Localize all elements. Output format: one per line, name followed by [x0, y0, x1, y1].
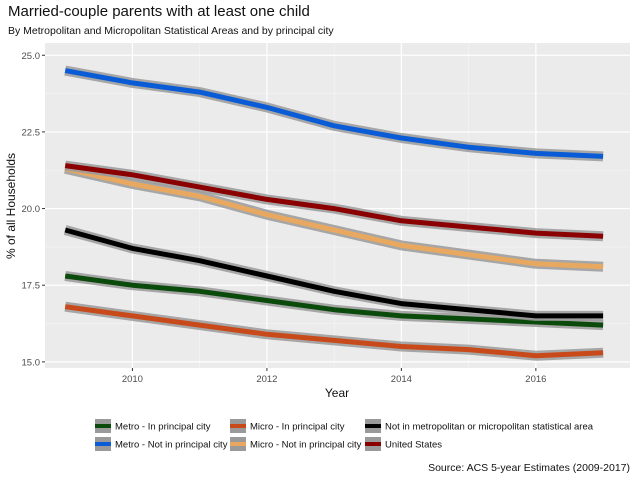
x-axis-ticks: 2010 2012 2014 2016 [122, 368, 546, 385]
source-caption: Source: ACS 5-year Estimates (2009-2017) [428, 462, 630, 474]
legend-item-4: Not in metropolitan or micropolitan stat… [365, 419, 594, 433]
y-tick-label: 25.0 [22, 51, 41, 62]
legend-label: Metro - In principal city [115, 422, 211, 433]
series-lines [63, 65, 604, 361]
y-tick-label: 22.5 [22, 127, 41, 138]
series-line-4 [64, 227, 604, 319]
legend-label: Metro - Not in principal city [115, 440, 228, 451]
x-tick-label: 2010 [122, 374, 143, 385]
series-line-2 [64, 304, 604, 359]
y-tick-label: 17.5 [22, 281, 41, 292]
y-tick-label: 20.0 [22, 204, 41, 215]
series-line-1 [64, 68, 604, 159]
legend-label: Micro - Not in principal city [250, 440, 362, 451]
series-line-5 [64, 163, 604, 239]
legend-item-2: Micro - In principal city [230, 419, 345, 433]
y-tick-label: 15.0 [22, 357, 41, 368]
legend-item-3: Micro - Not in principal city [230, 437, 362, 451]
chart-subtitle: By Metropolitan and Micropolitan Statist… [8, 25, 334, 37]
y-axis-ticks: 15.0 17.5 20.0 22.5 25.0 [22, 51, 45, 368]
x-tick-label: 2016 [525, 374, 546, 385]
chart-title: Married-couple parents with at least one… [8, 3, 310, 20]
legend-label: United States [385, 440, 442, 451]
y-axis-title: % of all Households [4, 153, 18, 259]
x-axis-title: Year [325, 386, 349, 400]
legend-item-5: United States [365, 437, 442, 451]
series-line-3 [64, 166, 604, 270]
x-tick-label: 2014 [391, 374, 412, 385]
legend: Metro - In principal city Metro - Not in … [95, 419, 594, 451]
legend-label: Micro - In principal city [250, 422, 345, 433]
x-tick-label: 2012 [256, 374, 277, 385]
legend-item-0: Metro - In principal city [95, 419, 211, 433]
series-line-0 [64, 273, 604, 328]
legend-item-1: Metro - Not in principal city [95, 437, 228, 451]
legend-label: Not in metropolitan or micropolitan stat… [385, 422, 594, 433]
